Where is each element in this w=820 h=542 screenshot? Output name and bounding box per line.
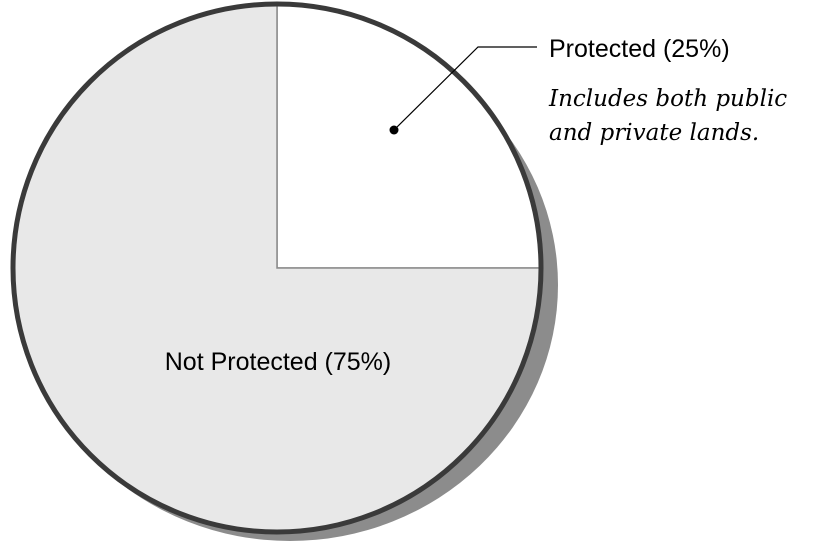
not-protected-label: Not Protected (75%) — [165, 348, 392, 376]
pie-slices — [12, 3, 542, 533]
protected-callout: Protected (25%) Includes both public and… — [389, 35, 787, 146]
protected-label: Protected (25%) — [549, 35, 730, 63]
annotation-line-1: Includes both public — [548, 86, 787, 112]
leader-line — [393, 46, 537, 131]
pie-outline — [10, 1, 544, 535]
annotation-line-2: and private lands. — [549, 120, 759, 146]
pie-slice-0 — [276, 3, 542, 269]
